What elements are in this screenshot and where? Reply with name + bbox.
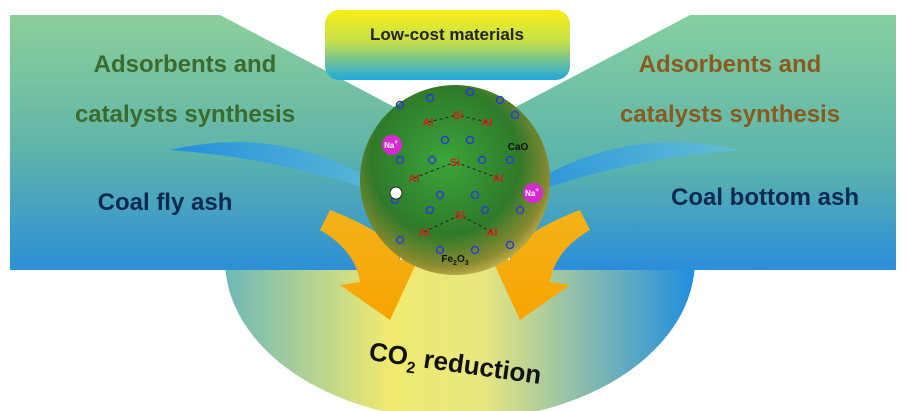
banner-text: Low-cost materials [370, 25, 524, 44]
bond [413, 161, 456, 179]
oxygen [505, 240, 515, 250]
atom-si: Si [455, 210, 465, 222]
oxygen [427, 155, 437, 165]
atom-si: Si [453, 110, 463, 122]
atom-al: Al [487, 227, 498, 239]
oxygen [440, 135, 450, 145]
oxygen [470, 190, 480, 200]
right-source: Coal bottom ash [671, 184, 859, 211]
oxygen [477, 155, 487, 165]
sodium-ion [382, 135, 402, 155]
left-heading: catalysts synthesis [75, 101, 295, 128]
left-source: Coal fly ash [98, 189, 233, 216]
o: O [457, 254, 465, 265]
result-co: CO [367, 336, 410, 371]
right-band [510, 15, 896, 270]
sodium-charge: + [394, 140, 398, 146]
oxygen [425, 205, 435, 215]
sodium-symbol: Na [384, 141, 395, 150]
left-arrow [320, 210, 420, 320]
sodium-charge: + [535, 188, 539, 194]
sodium-label: Na+ [525, 188, 539, 198]
atom-al: Al [482, 117, 493, 129]
result-sub: 2 [405, 359, 416, 377]
sodium-label: Na+ [384, 140, 398, 150]
oxygen [495, 95, 505, 105]
oxygen [515, 205, 525, 215]
right-heading: catalysts synthesis [620, 101, 840, 128]
left-band [10, 15, 400, 270]
oxygen [395, 155, 405, 165]
oxygen [395, 100, 405, 110]
oxygen [465, 135, 475, 145]
bowl [225, 260, 695, 411]
right-heading: Adsorbents and [639, 51, 822, 78]
atom-si: Si [450, 157, 460, 169]
left-heading: Adsorbents and [94, 51, 277, 78]
atom-al: Al [423, 117, 434, 129]
oxygen [510, 110, 520, 120]
fe: Fe [441, 254, 453, 265]
sodium-symbol: Na [525, 189, 536, 198]
sphere [360, 85, 550, 275]
atom-al: Al [493, 173, 504, 185]
carbon-icon [389, 186, 403, 200]
right-arrow [490, 210, 590, 320]
oxygen [505, 155, 515, 165]
oxygen [435, 245, 445, 255]
cao-label: CaO [508, 142, 529, 153]
bond [457, 114, 488, 123]
left-swoosh [170, 142, 410, 205]
atom-al: Al [419, 227, 430, 239]
bond [454, 161, 499, 179]
sodium-ion [523, 183, 543, 203]
oxygen [480, 205, 490, 215]
fe-sub: 2 [453, 260, 457, 267]
right-swoosh [500, 142, 740, 205]
oxygen [395, 235, 405, 245]
bond [427, 114, 459, 123]
oxygen [425, 93, 435, 103]
o-sub: 3 [465, 260, 469, 267]
oxygen [470, 245, 480, 255]
oxygen [465, 87, 475, 97]
atom-al: Al [409, 173, 420, 185]
banner-box [325, 10, 570, 80]
fe2o3-label: Fe2O3 [441, 254, 468, 267]
oxygen [435, 190, 445, 200]
bond [423, 214, 461, 233]
bond [459, 214, 493, 233]
